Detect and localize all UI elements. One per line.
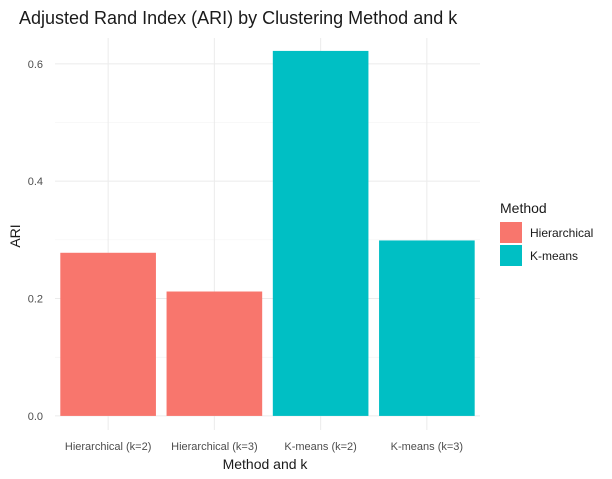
legend: Method Hierarchical K-means [500,200,593,266]
y-axis-title: ARI [7,224,23,247]
y-tick-label: 0.4 [28,176,43,188]
chart-title: Adjusted Rand Index (ARI) by Clustering … [19,8,458,28]
y-axis-ticks: 0.0 0.2 0.4 0.6 [28,59,43,423]
x-tick-label: K-means (k=3) [391,441,463,453]
y-tick-label: 0.2 [28,294,43,306]
bar-k-means-k-3 [379,240,475,416]
y-tick-label: 0.0 [28,411,43,423]
bar-hierarchical-k-3 [166,291,263,416]
bar-k-means-k-2 [272,50,369,416]
x-tick-label: K-means (k=2) [284,441,356,453]
legend-label: Hierarchical [530,226,593,240]
legend-key-k-means [500,245,522,266]
bars-group [60,50,475,416]
x-tick-label: Hierarchical (k=3) [171,441,258,453]
legend-key-hierarchical [500,222,522,243]
legend-title: Method [500,200,547,216]
legend-label: K-means [530,249,578,263]
x-axis-ticks: Hierarchical (k=2) Hierarchical (k=3) K-me… [65,441,463,453]
x-tick-label: Hierarchical (k=2) [65,441,152,453]
y-tick-label: 0.6 [28,59,43,71]
bar-hierarchical-k-2 [60,252,156,416]
x-axis-title: Method and k [223,456,309,472]
